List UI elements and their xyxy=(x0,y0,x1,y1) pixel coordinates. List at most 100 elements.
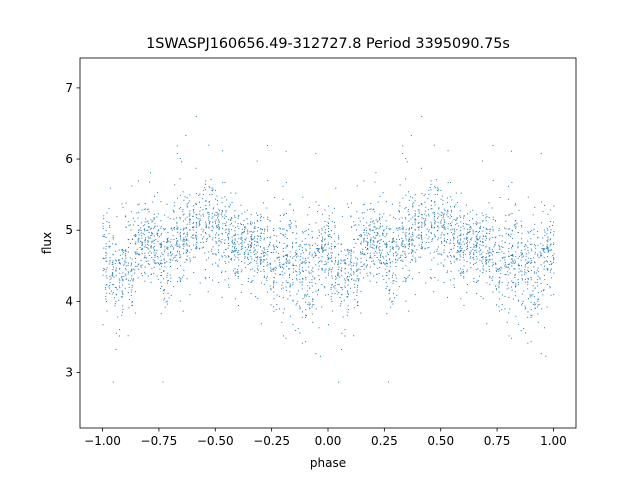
data-point xyxy=(136,265,138,267)
data-point xyxy=(373,208,375,210)
data-point xyxy=(178,253,180,255)
data-point xyxy=(356,289,358,291)
data-point xyxy=(402,227,404,229)
data-point xyxy=(164,261,166,263)
data-point xyxy=(253,227,255,229)
data-point xyxy=(122,278,124,280)
data-point xyxy=(476,231,478,232)
data-point xyxy=(453,229,455,231)
data-point xyxy=(487,250,489,252)
data-point xyxy=(475,224,477,226)
data-point xyxy=(404,276,406,278)
data-point xyxy=(198,194,200,196)
data-point xyxy=(115,250,117,252)
data-point xyxy=(202,213,204,215)
data-point xyxy=(456,218,458,220)
data-point xyxy=(405,232,407,234)
data-point xyxy=(121,249,123,251)
data-point xyxy=(494,237,496,239)
data-point xyxy=(441,219,442,221)
data-point xyxy=(134,261,136,263)
data-point xyxy=(444,240,446,242)
data-point xyxy=(138,230,140,232)
data-point xyxy=(437,253,439,255)
data-point xyxy=(183,243,185,245)
data-point xyxy=(179,158,181,159)
data-point xyxy=(250,251,252,253)
data-point xyxy=(453,238,455,240)
data-point xyxy=(410,218,412,220)
data-point xyxy=(405,281,407,283)
data-point xyxy=(280,265,282,267)
data-point xyxy=(154,195,156,197)
data-point xyxy=(375,172,377,174)
data-point xyxy=(112,238,114,240)
data-point xyxy=(517,284,519,286)
data-point xyxy=(350,257,352,259)
data-point xyxy=(182,211,184,213)
data-point xyxy=(282,185,284,187)
data-point xyxy=(498,310,500,312)
data-point xyxy=(257,226,259,228)
data-point xyxy=(137,204,139,206)
data-point xyxy=(189,257,191,259)
data-point xyxy=(283,268,285,270)
data-point xyxy=(346,296,348,298)
data-point xyxy=(287,298,289,300)
data-point xyxy=(273,267,275,269)
data-point xyxy=(217,215,219,217)
data-point xyxy=(287,282,289,284)
data-point xyxy=(289,283,291,285)
data-point xyxy=(241,269,243,271)
data-point xyxy=(501,251,503,253)
data-point xyxy=(136,253,138,255)
data-point xyxy=(288,262,290,264)
data-point xyxy=(343,299,345,301)
data-point xyxy=(211,217,213,219)
data-point xyxy=(334,284,336,286)
data-point xyxy=(334,263,336,265)
data-point xyxy=(551,268,553,270)
data-point xyxy=(266,226,268,228)
data-point xyxy=(281,284,283,286)
data-point xyxy=(127,335,129,337)
data-point xyxy=(479,275,481,277)
data-point xyxy=(152,259,154,261)
data-point xyxy=(449,242,451,244)
data-point xyxy=(183,233,185,235)
data-point xyxy=(378,219,380,221)
data-point xyxy=(149,226,151,228)
data-point xyxy=(434,215,436,217)
data-point xyxy=(175,237,177,239)
data-point xyxy=(252,280,254,282)
data-point xyxy=(351,265,353,267)
data-point xyxy=(449,255,451,257)
data-point xyxy=(325,249,327,251)
data-point xyxy=(334,247,336,249)
data-point xyxy=(390,306,392,308)
data-point xyxy=(320,233,322,235)
data-point xyxy=(328,272,329,274)
data-point xyxy=(459,243,461,245)
data-point xyxy=(298,246,300,248)
data-point xyxy=(158,229,160,231)
data-point xyxy=(138,253,140,255)
data-point xyxy=(321,261,323,263)
data-point xyxy=(425,215,427,217)
data-point xyxy=(450,225,452,227)
data-point xyxy=(321,240,323,242)
data-point xyxy=(367,247,368,249)
data-point xyxy=(186,203,188,205)
data-point xyxy=(234,256,236,258)
data-point xyxy=(364,203,366,205)
data-point xyxy=(527,267,529,269)
data-point xyxy=(269,241,271,243)
data-point xyxy=(427,213,429,215)
data-point xyxy=(118,259,120,261)
data-point xyxy=(195,167,197,169)
data-point xyxy=(412,235,414,237)
data-point xyxy=(166,276,168,278)
data-point xyxy=(421,246,423,248)
data-point xyxy=(125,274,127,276)
data-point xyxy=(369,229,371,231)
